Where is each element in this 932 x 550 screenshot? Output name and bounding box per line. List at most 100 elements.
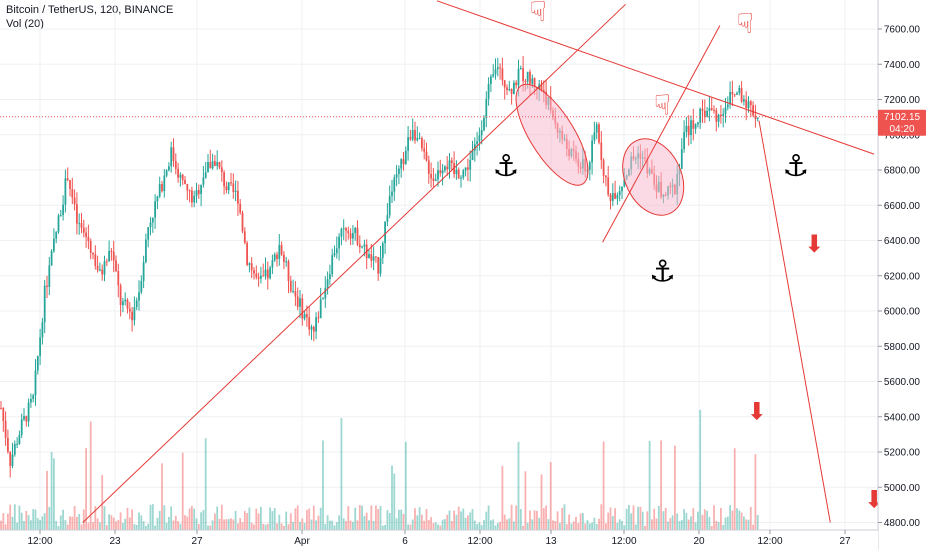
anchor-icon[interactable]: ⚓ bbox=[782, 149, 809, 184]
candle bbox=[151, 217, 154, 233]
volume-bar bbox=[501, 465, 504, 530]
volume-bar bbox=[165, 522, 168, 530]
volume-bar bbox=[398, 509, 400, 530]
volume-bar bbox=[386, 510, 389, 530]
candle bbox=[418, 132, 421, 140]
candle bbox=[372, 246, 375, 271]
volume-bar bbox=[200, 512, 202, 530]
candle bbox=[358, 235, 361, 254]
down-arrow-icon[interactable]: ⬇ bbox=[804, 230, 824, 258]
volume-bar bbox=[23, 521, 25, 530]
volume-bar bbox=[255, 508, 258, 530]
candle bbox=[253, 267, 255, 280]
candle bbox=[342, 219, 345, 241]
pointing-hand-icon[interactable]: ☟ bbox=[737, 7, 754, 40]
volume-bar bbox=[708, 516, 711, 530]
volume-bar bbox=[547, 519, 550, 530]
volume-bar bbox=[195, 518, 198, 530]
volume-bar bbox=[145, 525, 147, 530]
candle bbox=[379, 245, 382, 277]
candle bbox=[292, 279, 294, 294]
x-tick-label: 12:00 bbox=[611, 536, 636, 547]
volume-bar bbox=[140, 515, 143, 530]
volume-bar bbox=[510, 504, 513, 530]
x-tick-label: 27 bbox=[191, 536, 203, 547]
candle bbox=[717, 113, 720, 128]
volume-bar bbox=[345, 521, 347, 530]
volume-bar bbox=[276, 523, 278, 530]
candle bbox=[430, 162, 432, 188]
volume-bar bbox=[193, 508, 196, 530]
candle bbox=[618, 185, 621, 202]
volume-bar bbox=[754, 454, 757, 530]
volume-bar bbox=[552, 520, 554, 530]
volume-bar bbox=[600, 504, 603, 530]
volume-bar bbox=[62, 509, 64, 530]
candle bbox=[503, 79, 506, 100]
volume-bar bbox=[71, 516, 74, 530]
volume-bar bbox=[738, 510, 741, 530]
highlight-ellipse bbox=[622, 138, 685, 216]
candle bbox=[381, 241, 384, 265]
volume-bar bbox=[168, 516, 170, 530]
volume-bar bbox=[243, 510, 246, 530]
candle bbox=[269, 265, 271, 280]
candle bbox=[278, 234, 281, 266]
volume-bar bbox=[722, 524, 725, 530]
volume-bar bbox=[662, 511, 665, 530]
down-arrow-icon[interactable]: ⬇ bbox=[747, 397, 767, 425]
volume-bar bbox=[27, 515, 30, 530]
pointing-hand-icon[interactable]: ☟ bbox=[654, 88, 671, 121]
candle bbox=[57, 213, 60, 234]
candle bbox=[230, 172, 232, 187]
y-tick-label: 5200.00 bbox=[884, 448, 921, 459]
volume-bar bbox=[299, 521, 301, 530]
candle bbox=[703, 99, 706, 123]
candle bbox=[241, 210, 244, 234]
volume-bar bbox=[678, 521, 681, 530]
volume-bar bbox=[455, 514, 458, 530]
candle bbox=[41, 317, 44, 345]
volume-bar bbox=[80, 524, 83, 530]
candle bbox=[172, 138, 175, 167]
candle bbox=[273, 252, 276, 263]
volume-bar bbox=[476, 524, 478, 530]
y-tick-label: 6200.00 bbox=[884, 271, 921, 282]
volume-bar bbox=[549, 462, 552, 530]
candle bbox=[158, 176, 161, 199]
candle bbox=[211, 153, 214, 170]
candle bbox=[694, 123, 697, 134]
volume-bar bbox=[517, 441, 520, 530]
anchor-icon[interactable]: ⚓ bbox=[649, 255, 676, 290]
candle bbox=[386, 203, 389, 227]
volume-bar bbox=[526, 522, 529, 530]
volume-bar bbox=[457, 506, 460, 530]
volume-bar bbox=[234, 510, 237, 530]
volume-bar bbox=[280, 523, 283, 530]
volume-bar bbox=[414, 508, 416, 530]
volume-bar bbox=[64, 520, 67, 530]
volume-bar bbox=[331, 520, 334, 530]
candle bbox=[312, 325, 315, 342]
candle bbox=[142, 255, 145, 289]
volume-bar bbox=[296, 505, 299, 530]
volume-bar bbox=[623, 525, 626, 530]
candle bbox=[331, 248, 334, 278]
volume-bar bbox=[278, 514, 281, 530]
volume-bar bbox=[697, 511, 699, 530]
volume-bar bbox=[724, 517, 727, 530]
candle bbox=[195, 182, 198, 204]
candle bbox=[697, 121, 699, 128]
volume-bar bbox=[639, 506, 642, 530]
volume-bar bbox=[294, 508, 297, 530]
volume-bar bbox=[694, 522, 697, 530]
candle bbox=[66, 167, 69, 182]
anchor-icon[interactable]: ⚓ bbox=[493, 149, 520, 184]
candle bbox=[605, 175, 607, 187]
pointing-hand-icon[interactable]: ☟ bbox=[530, 0, 547, 28]
candle bbox=[457, 167, 460, 179]
volume-bar bbox=[264, 524, 267, 530]
volume-bar bbox=[478, 522, 481, 530]
candle bbox=[11, 442, 14, 469]
